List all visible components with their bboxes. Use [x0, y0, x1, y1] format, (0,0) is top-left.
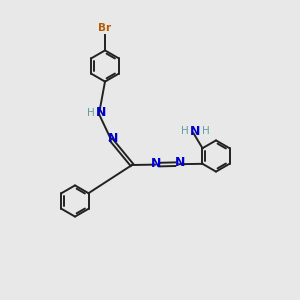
Text: Br: Br: [98, 23, 112, 33]
Text: N: N: [190, 125, 200, 138]
Text: H: H: [181, 126, 189, 136]
Text: H: H: [87, 107, 94, 118]
Text: N: N: [151, 157, 161, 170]
Text: N: N: [175, 157, 185, 169]
Text: H: H: [202, 126, 209, 136]
Text: N: N: [96, 106, 106, 119]
Text: N: N: [108, 131, 118, 145]
